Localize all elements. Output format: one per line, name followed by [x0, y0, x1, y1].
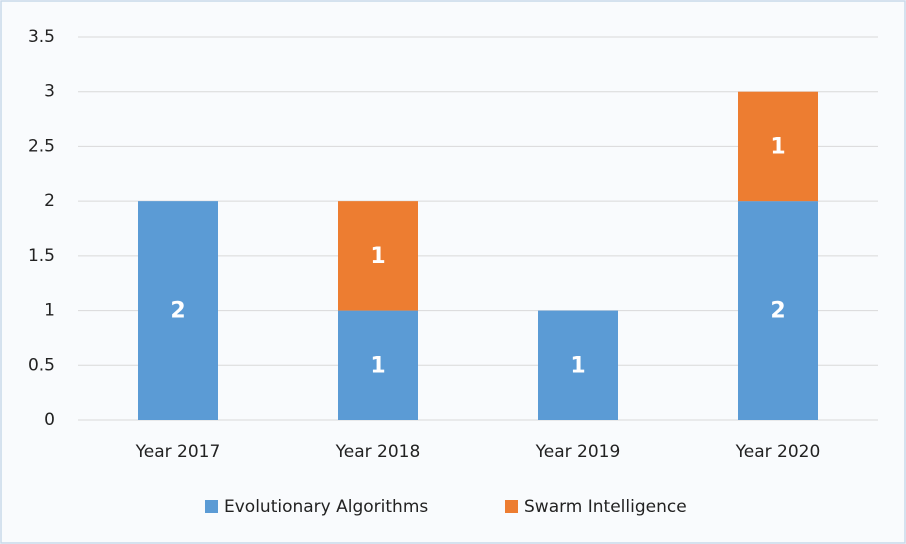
data-label: 1	[570, 353, 585, 378]
bar	[338, 201, 418, 311]
y-tick-label: 2.5	[28, 136, 55, 156]
bar	[738, 201, 818, 420]
data-label: 1	[770, 134, 785, 159]
y-tick-label: 2	[44, 191, 55, 211]
legend-swatch	[205, 500, 218, 513]
legend-swatch	[505, 500, 518, 513]
y-tick-label: 1	[44, 301, 55, 321]
x-tick-label: Year 2017	[135, 442, 221, 462]
y-tick-label: 0.5	[28, 355, 55, 375]
legend-label: Evolutionary Algorithms	[224, 497, 428, 517]
data-label: 2	[770, 299, 785, 324]
data-label: 2	[170, 299, 185, 324]
y-tick-label: 3	[44, 82, 55, 102]
x-tick-label: Year 2020	[735, 442, 821, 462]
legend-label: Swarm Intelligence	[524, 497, 687, 517]
bar	[338, 310, 418, 420]
bar	[738, 91, 818, 202]
y-tick-label: 1.5	[28, 246, 55, 266]
x-tick-label: Year 2019	[535, 442, 621, 462]
y-tick-label: 3.5	[28, 27, 55, 47]
data-label: 1	[370, 353, 385, 378]
bar	[138, 201, 218, 420]
data-label: 1	[370, 244, 385, 269]
y-tick-label: 0	[44, 410, 55, 430]
bar	[538, 310, 618, 420]
x-tick-label: Year 2018	[335, 442, 421, 462]
